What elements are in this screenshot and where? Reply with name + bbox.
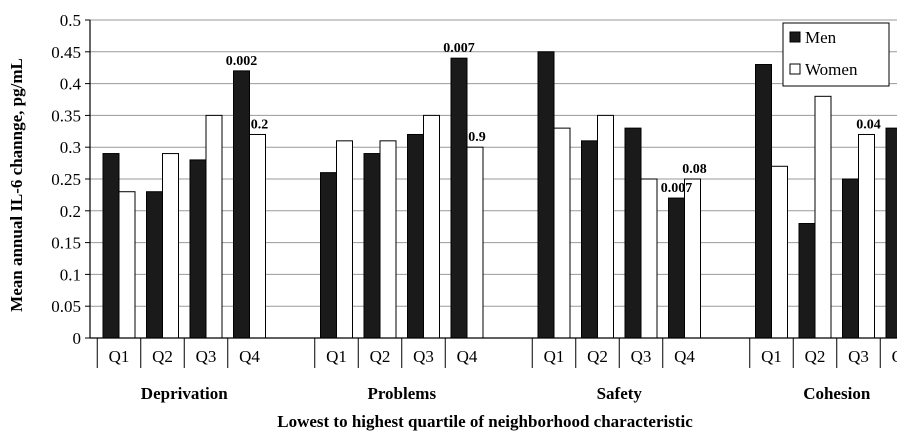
y-axis-title: Mean annual IL-6 channge, pg/mL: [7, 58, 26, 312]
y-tick-label: 0.4: [60, 75, 82, 94]
y-tick-label: 0.15: [51, 234, 81, 253]
bar-men: [189, 159, 207, 339]
x-tick-label: Q1: [326, 347, 347, 366]
bar-annotation: 0.2: [251, 117, 269, 132]
group-label: Deprivation: [141, 384, 228, 403]
gridlines: [90, 19, 897, 307]
bar-women: [640, 178, 658, 339]
bar-men: [581, 140, 598, 339]
legend-swatch-men: [789, 31, 801, 43]
y-axis-ticks: 0 0.05 0.1 0.15 0.2 0.25 0.3 0.35 0.4 0.45 0.5: [51, 11, 90, 348]
bar-women: [814, 95, 832, 339]
bar-annotation: 0.04: [856, 117, 881, 132]
bar-men: [537, 51, 555, 339]
bar-women: [423, 114, 440, 339]
y-tick-label: 0.5: [60, 11, 81, 30]
bar-women: [162, 153, 179, 339]
bar-women: [249, 133, 266, 339]
y-tick-label: 0.05: [51, 297, 81, 316]
x-axis-ticks: Q1 Q2 Q3 Q4 Deprivation Q1 Q2 Q3 Q4 Problems Q1 Q2 Q…: [96, 338, 897, 403]
x-tick-label: Q2: [152, 347, 173, 366]
group-label: Cohesion: [803, 384, 871, 403]
bar-men: [668, 197, 685, 339]
bar-annotation: 0.9: [468, 130, 486, 145]
legend: Men Women: [782, 22, 890, 87]
bar-annotation: 0.08: [682, 162, 707, 177]
legend-label-men: Men: [805, 28, 837, 47]
bar-women: [597, 114, 614, 339]
y-tick-label: 0.3: [60, 138, 81, 157]
bar-men: [624, 127, 642, 339]
y-tick-label: 0.45: [51, 43, 81, 62]
x-tick-label: Q2: [587, 347, 608, 366]
y-tick-label: 0: [73, 329, 82, 348]
bar-men: [798, 223, 816, 339]
y-tick-label: 0.25: [51, 170, 81, 189]
x-tick-label: Q1: [761, 347, 782, 366]
bar-women: [118, 191, 136, 339]
y-tick-label: 0.35: [51, 106, 81, 125]
bar-men: [233, 70, 250, 339]
x-tick-label: Q2: [370, 347, 391, 366]
bar-men: [755, 64, 772, 339]
x-tick-label: Q3: [413, 347, 434, 366]
bar-annotation: 0.002: [226, 54, 258, 69]
bar-women: [379, 140, 397, 339]
x-tick-label: Q1: [544, 347, 565, 366]
x-tick-label: Q2: [805, 347, 826, 366]
bar-men: [842, 178, 859, 339]
bar-women: [684, 178, 701, 339]
x-axis-title: Lowest to highest quartile of neighborho…: [277, 412, 693, 431]
bar-women: [205, 114, 223, 339]
x-tick-label: Q4: [674, 347, 695, 366]
x-tick-label: Q4: [892, 347, 897, 366]
bar-men: [885, 127, 897, 339]
legend-swatch-women: [789, 63, 801, 75]
legend-label-women: Women: [805, 60, 858, 79]
group-label: Problems: [367, 384, 436, 403]
x-tick-label: Q3: [631, 347, 652, 366]
x-tick-label: Q3: [196, 347, 217, 366]
bar-men: [146, 191, 163, 339]
bar-women: [553, 127, 571, 339]
x-tick-label: Q4: [457, 347, 478, 366]
bar-men: [320, 172, 337, 339]
x-tick-label: Q3: [848, 347, 869, 366]
bar-men: [450, 57, 468, 339]
bar-men: [363, 153, 381, 339]
bars: [102, 51, 897, 339]
legend-box: [782, 22, 890, 87]
x-tick-label: Q1: [109, 347, 130, 366]
group-label: Safety: [597, 384, 643, 403]
bar-men: [102, 153, 120, 339]
bar-annotation: 0.007: [443, 41, 475, 56]
y-tick-label: 0.1: [60, 265, 81, 284]
x-tick-label: Q4: [239, 347, 260, 366]
bar-women: [466, 146, 484, 339]
bar-men: [407, 133, 424, 339]
y-tick-label: 0.2: [60, 202, 81, 221]
bar-women: [336, 140, 353, 339]
bar-annotation: 0.007: [661, 181, 693, 196]
bar-women: [858, 133, 875, 339]
bar-women: [771, 165, 788, 339]
